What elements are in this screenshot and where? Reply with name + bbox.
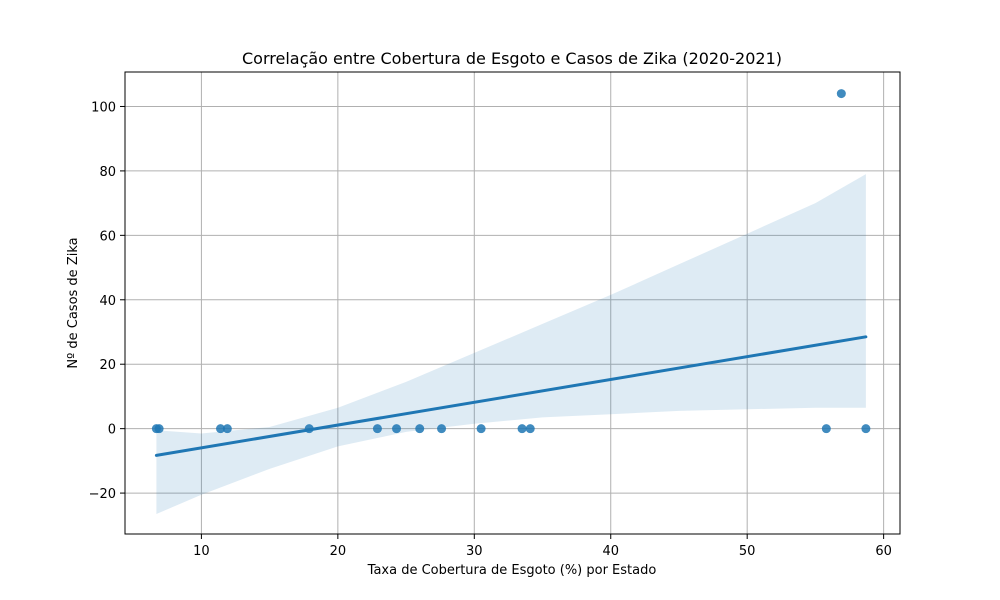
x-tick-label: 20 (330, 544, 347, 559)
regression-line-layer (154, 335, 868, 457)
confidence-band (156, 174, 866, 514)
x-tick-label: 50 (739, 544, 756, 559)
scatter-point (304, 424, 314, 434)
regression-line (154, 335, 868, 457)
scatter-point (392, 424, 402, 434)
plot-frame (124, 71, 901, 535)
x-tick-label: 30 (466, 544, 483, 559)
scatter-point (216, 424, 226, 434)
scatter-point (517, 424, 527, 434)
x-axis-ticks: 10 20 30 40 50 60 (193, 534, 892, 559)
scatter-point (222, 424, 232, 434)
y-tick-label: −20 (89, 487, 116, 502)
scatter-point (415, 424, 425, 434)
y-tick-label: 80 (99, 165, 116, 180)
scatter-point (437, 424, 447, 434)
x-tick-label: 10 (193, 544, 210, 559)
y-tick-label: 40 (99, 294, 116, 309)
scatter-point (476, 424, 486, 434)
scatter-point (861, 424, 871, 434)
x-axis-title: Taxa de Cobertura de Esgoto (%) por Esta… (367, 563, 657, 578)
scatter-point (372, 424, 382, 434)
y-tick-label: 0 (108, 423, 116, 438)
scatter-points (151, 89, 871, 434)
y-tick-label: 20 (99, 358, 116, 373)
grid (125, 72, 900, 534)
y-axis-title: Nº de Casos de Zika (66, 237, 81, 368)
scatter-point (154, 424, 164, 434)
y-axis-ticks: −20 0 20 40 60 80 100 (89, 100, 125, 502)
x-tick-label: 60 (875, 544, 892, 559)
chart-title: Correlação entre Cobertura de Esgoto e C… (242, 49, 782, 68)
confidence-band-layer (156, 174, 866, 514)
scatter-point (525, 424, 535, 434)
y-tick-label: 100 (91, 100, 116, 115)
y-tick-label: 60 (99, 229, 116, 244)
scatter-point (821, 424, 831, 434)
scatter-point (836, 89, 846, 99)
x-tick-label: 40 (602, 544, 619, 559)
